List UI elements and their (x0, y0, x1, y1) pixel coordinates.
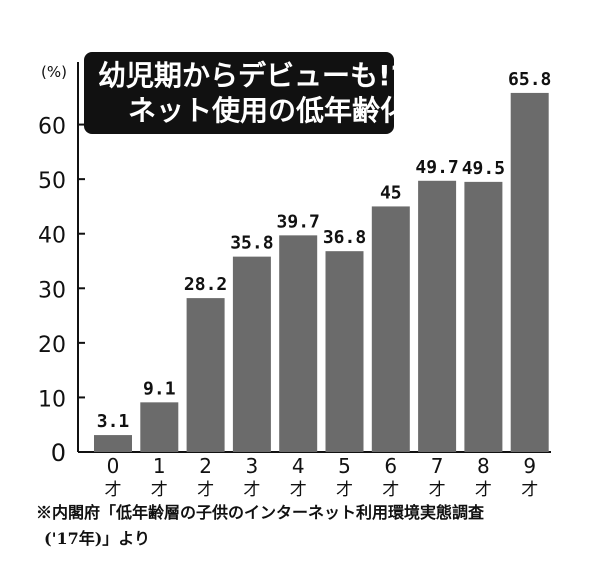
x-tick-label-suffix: 才 (521, 480, 538, 500)
y-tick-label: 0 (51, 439, 66, 467)
bar-value-label: 3.1 (97, 411, 130, 432)
x-tick-label-number: 4 (292, 454, 305, 478)
y-tick-label: 10 (38, 387, 66, 412)
x-tick-label-number: 6 (384, 454, 397, 478)
bar (510, 92, 549, 453)
x-tick-label-number: 1 (153, 454, 166, 478)
bar-value-label: 9.1 (143, 378, 176, 399)
y-tick-label: 40 (38, 224, 66, 249)
x-tick-label-number: 3 (246, 454, 259, 478)
x-tick-label-suffix: 才 (336, 480, 353, 500)
y-axis-unit: (%) (41, 63, 67, 81)
x-tick-label-suffix: 才 (243, 480, 260, 500)
x-tick-label-suffix: 才 (151, 480, 168, 500)
chart-title-line-1: 幼児期からデビューも!? (98, 59, 408, 92)
source-note-line-1: ※内閣府「低年齢層の子供のインターネット利用環境実態調査 (36, 503, 485, 522)
bar (140, 402, 179, 452)
x-tick-label-number: 2 (199, 454, 212, 478)
x-tick-label-number: 5 (338, 454, 351, 478)
x-tick-label-suffix: 才 (429, 480, 446, 500)
bar (418, 180, 457, 452)
source-note-line-2: ('17年)」より (44, 529, 150, 548)
bar (186, 298, 225, 452)
bar-value-label: 39.7 (277, 211, 320, 232)
y-tick-label: 60 (38, 115, 66, 140)
x-tick-label-suffix: 才 (290, 480, 307, 500)
x-tick-label-number: 7 (431, 454, 444, 478)
bar (464, 181, 503, 452)
bar-value-label: 35.8 (230, 233, 273, 254)
source-note: ※内閣府「低年齢層の子供のインターネット利用環境実態調査 ('17年)」より (36, 500, 576, 552)
bar (232, 256, 271, 452)
bar-value-label: 65.8 (508, 69, 551, 90)
x-tick-label-number: 0 (107, 454, 120, 478)
x-tick-label-suffix: 才 (382, 480, 399, 500)
bar (94, 435, 132, 452)
chart-title-box: 幼児期からデビューも!? ネット使用の低年齢化 (84, 52, 409, 134)
bar-value-label: 36.8 (323, 227, 366, 248)
bar (325, 251, 364, 452)
x-tick-label-number: 9 (523, 454, 536, 478)
y-tick-label: 50 (38, 169, 66, 194)
x-tick-label-suffix: 才 (475, 480, 492, 500)
bar-value-label: 49.5 (462, 158, 505, 179)
chart-title-line-2: ネット使用の低年齢化 (128, 94, 409, 127)
bar-value-label: 49.7 (415, 157, 458, 178)
bar (279, 235, 318, 452)
y-tick-label: 30 (38, 278, 66, 303)
x-tick-label-number: 8 (477, 454, 490, 478)
y-tick-label: 20 (38, 333, 66, 358)
bar-value-label: 45 (380, 182, 402, 203)
bar (371, 206, 410, 452)
x-tick-label-suffix: 才 (105, 480, 122, 500)
bar-value-label: 28.2 (184, 274, 227, 295)
x-tick-label-suffix: 才 (197, 480, 214, 500)
